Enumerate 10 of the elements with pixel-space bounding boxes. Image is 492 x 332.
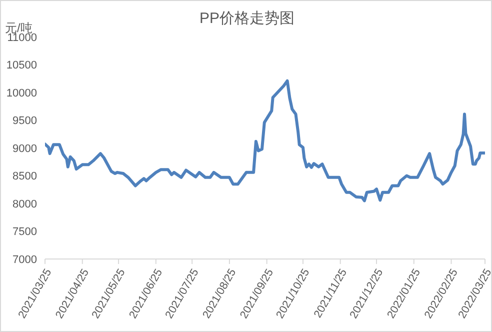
chart-title: PP价格走势图 [199,10,294,27]
y-tick-label: 8000 [12,198,37,210]
y-tick-label: 8500 [12,170,37,183]
y-tick-label: 10500 [6,60,37,72]
y-tick-label: 10000 [6,87,37,100]
y-tick-label: 7500 [12,226,37,238]
y-tick-label: 9000 [12,142,37,155]
y-tick-label: 9500 [12,115,37,128]
y-tick-label: 7000 [12,254,37,266]
line-series [45,79,485,202]
